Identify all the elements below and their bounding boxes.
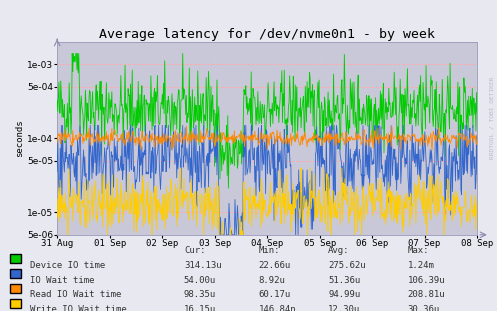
Text: RRDTOOL / TOBI OETIKER: RRDTOOL / TOBI OETIKER [490,77,495,160]
Text: 12.30u: 12.30u [328,305,360,311]
Text: 16.15u: 16.15u [184,305,216,311]
Text: 30.36u: 30.36u [408,305,440,311]
Text: 54.00u: 54.00u [184,276,216,285]
Text: 1.24m: 1.24m [408,261,434,270]
Text: 208.81u: 208.81u [408,290,445,299]
Text: 314.13u: 314.13u [184,261,222,270]
Text: Write IO Wait time: Write IO Wait time [30,305,127,311]
Text: 98.35u: 98.35u [184,290,216,299]
Text: Min:: Min: [258,246,280,255]
Text: 8.92u: 8.92u [258,276,285,285]
Y-axis label: seconds: seconds [15,120,24,157]
Text: IO Wait time: IO Wait time [30,276,94,285]
Text: 106.39u: 106.39u [408,276,445,285]
Title: Average latency for /dev/nvme0n1 - by week: Average latency for /dev/nvme0n1 - by we… [99,28,435,41]
Text: 275.62u: 275.62u [328,261,366,270]
Text: Read IO Wait time: Read IO Wait time [30,290,121,299]
Text: 22.66u: 22.66u [258,261,291,270]
Text: Max:: Max: [408,246,429,255]
Text: 146.84n: 146.84n [258,305,296,311]
Text: 94.99u: 94.99u [328,290,360,299]
Text: 51.36u: 51.36u [328,276,360,285]
Text: Cur:: Cur: [184,246,205,255]
Text: Avg:: Avg: [328,246,349,255]
Text: 60.17u: 60.17u [258,290,291,299]
Text: Device IO time: Device IO time [30,261,105,270]
